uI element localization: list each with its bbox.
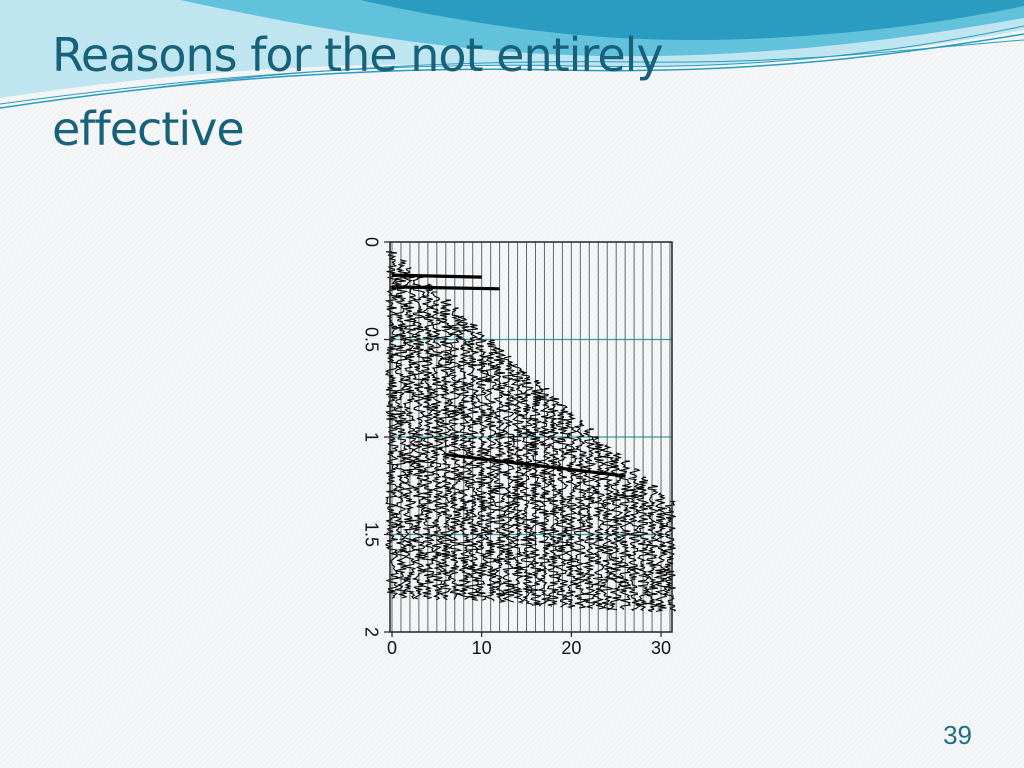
trace-wiggle — [564, 412, 579, 609]
slide-title: Reasons for the not entirely effective — [52, 28, 664, 156]
trace-wiggle — [518, 371, 534, 605]
trace-wiggle — [393, 259, 409, 599]
trace-wiggle — [528, 380, 543, 606]
chart-axes: 0 10 20 30 0 0.5 1 1.5 2 — [361, 237, 673, 658]
trace-wiggle — [491, 347, 508, 603]
trace-wiggle — [474, 331, 489, 601]
trace-wiggle — [608, 452, 624, 611]
trace-wiggle — [573, 420, 588, 609]
x-tick-label: 0 — [387, 638, 397, 658]
trace-wiggle — [581, 428, 597, 610]
trace-wiggle — [465, 323, 481, 601]
swoosh-dark-band — [360, 0, 1024, 40]
x-tick-label: 30 — [651, 638, 671, 658]
trace-wiggle — [536, 388, 552, 607]
trace-wiggle — [653, 492, 669, 613]
event-line — [391, 273, 482, 279]
y-tick-label: 0.5 — [361, 327, 381, 352]
swoosh-accent-line — [0, 25, 1024, 105]
swoosh-accent-line — [0, 33, 1024, 109]
event-line — [445, 452, 626, 478]
strong-events — [391, 273, 626, 478]
x-tick-label: 20 — [561, 638, 581, 658]
trace-wiggle — [437, 299, 453, 601]
y-tick-label: 1.5 — [361, 522, 381, 547]
trace-wiggle — [411, 275, 427, 600]
y-tick-label: 0 — [361, 237, 381, 247]
trace-wiggle — [429, 291, 445, 601]
trace-wiggle — [644, 484, 660, 613]
page-number: 39 — [943, 720, 972, 750]
trace-wiggle — [509, 363, 525, 604]
trace-wiggle — [447, 307, 463, 600]
trace-wiggle — [546, 396, 561, 607]
swoosh-accent-line — [119, 39, 1024, 93]
seismic-wiggle-chart: 0 10 20 30 0 0.5 1 1.5 2 — [361, 237, 677, 658]
trace-wiggle — [384, 251, 400, 599]
trace-wiggle — [618, 460, 633, 610]
y-tick-label: 2 — [361, 627, 381, 637]
trace-wiggles — [384, 242, 677, 632]
trace-wiggle — [500, 355, 516, 603]
header-swoosh-decoration — [0, 0, 1024, 109]
x-tick-label: 10 — [472, 638, 492, 658]
event-line — [391, 285, 500, 291]
y-tick-label: 1 — [361, 432, 381, 442]
trace-wiggle — [635, 476, 651, 612]
trace-wiggle — [627, 468, 642, 612]
